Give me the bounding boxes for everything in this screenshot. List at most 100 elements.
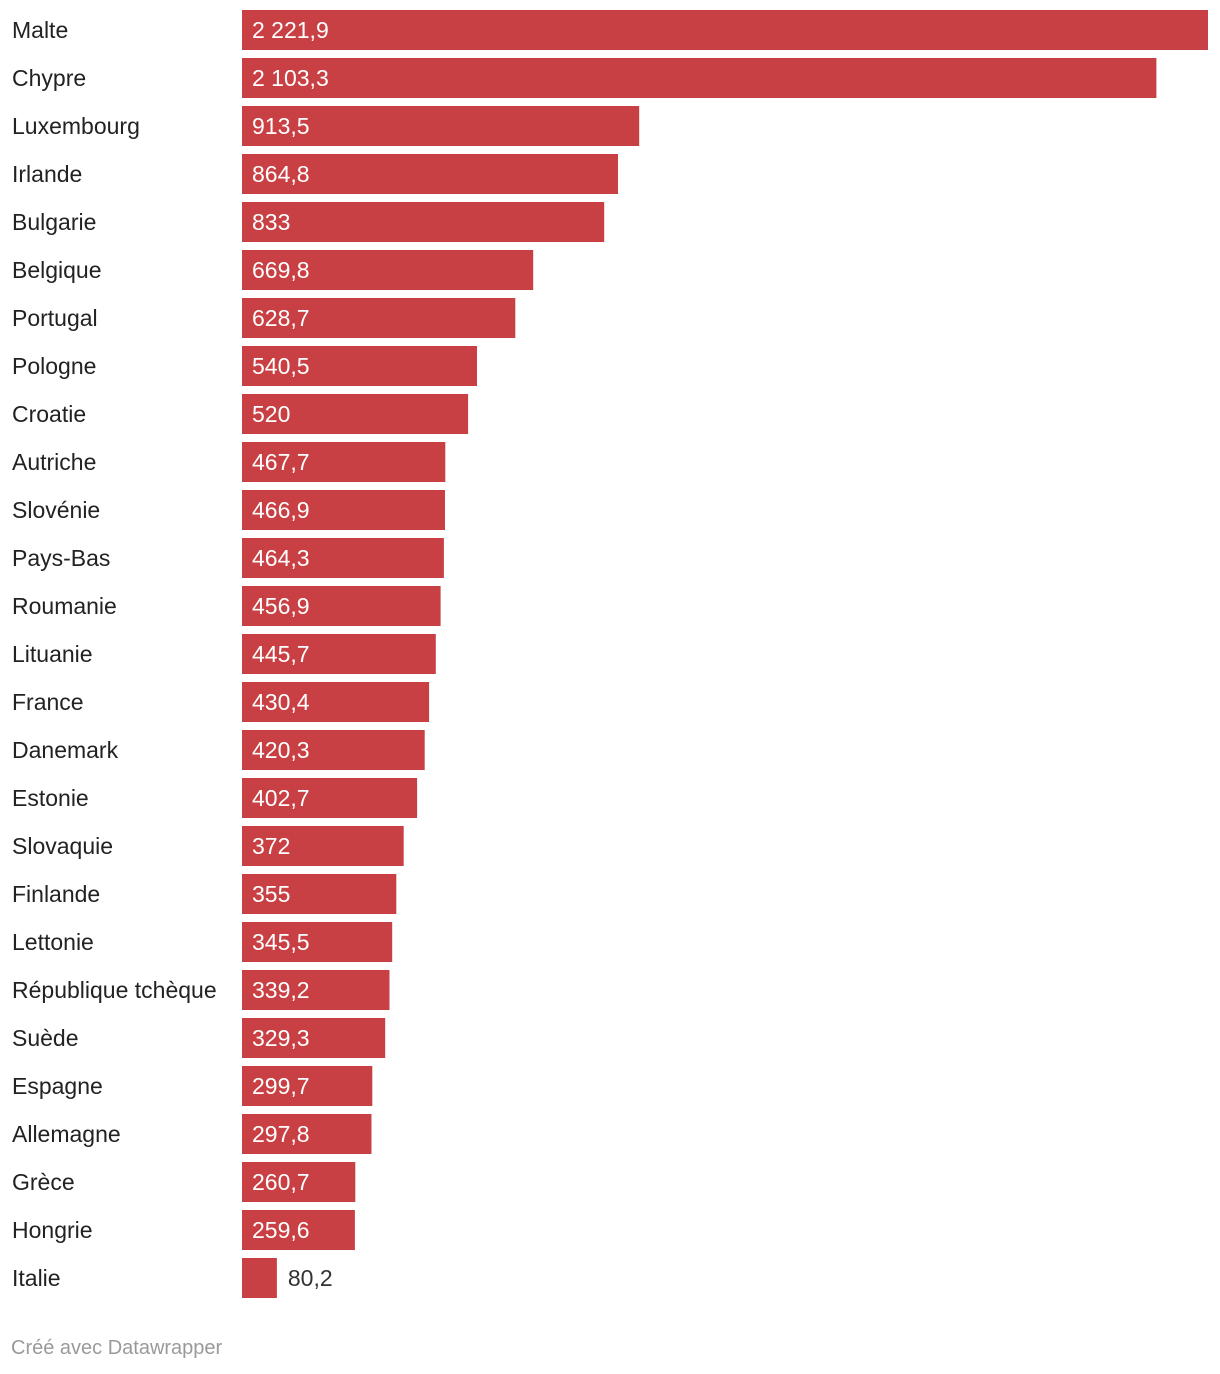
category-label: Slovénie [12, 497, 100, 523]
value-label: 259,6 [252, 1217, 310, 1243]
value-label: 2 221,9 [252, 17, 329, 43]
bar-row: Lettonie 345,5 [12, 922, 393, 962]
value-label: 80,2 [288, 1265, 333, 1291]
category-label: Malte [12, 17, 68, 43]
bar-row: Chypre 2 103,3 [12, 58, 1157, 98]
bar [242, 154, 618, 194]
bar-row: Grèce 260,7 [12, 1162, 356, 1202]
category-label: Portugal [12, 305, 98, 331]
bar [242, 730, 425, 770]
bar [242, 1114, 372, 1154]
category-label: Grèce [12, 1169, 75, 1195]
bar-row: Irlande 864,8 [12, 154, 618, 194]
bar [242, 202, 605, 242]
value-label: 520 [252, 401, 290, 427]
bar-row: Malte 2 221,9 [12, 10, 1208, 50]
value-label: 913,5 [252, 113, 310, 139]
bar-row: France 430,4 [12, 682, 430, 722]
bar-row: Hongrie 259,6 [12, 1210, 355, 1250]
category-label: Estonie [12, 785, 89, 811]
bar-chart: Malte 2 221,9 Chypre 2 103,3 Luxembourg 913,5… [12, 10, 1208, 1298]
value-label: 355 [252, 881, 290, 907]
bar-row: Belgique 669,8 [12, 250, 534, 290]
bar [242, 634, 436, 674]
bar [242, 490, 445, 530]
category-label: République tchèque [12, 977, 217, 1003]
category-label: Espagne [12, 1073, 103, 1099]
bar-row: Finlande 355 [12, 874, 397, 914]
category-label: Bulgarie [12, 209, 96, 235]
value-label: 669,8 [252, 257, 310, 283]
bar-row: Slovénie 466,9 [12, 490, 445, 530]
bar [242, 250, 534, 290]
value-label: 329,3 [252, 1025, 310, 1051]
bar [242, 346, 477, 386]
category-label: Autriche [12, 449, 96, 475]
bar [242, 682, 430, 722]
value-label: 299,7 [252, 1073, 310, 1099]
value-label: 456,9 [252, 593, 310, 619]
bar [242, 106, 640, 146]
bar-row: Estonie 402,7 [12, 778, 418, 818]
bar [242, 538, 444, 578]
bar [242, 826, 404, 866]
bar-row: Allemagne 297,8 [12, 1114, 372, 1154]
bar-row: Pologne 540,5 [12, 346, 477, 386]
category-label: France [12, 689, 84, 715]
value-label: 628,7 [252, 305, 310, 331]
value-label: 540,5 [252, 353, 310, 379]
value-label: 833 [252, 209, 290, 235]
value-label: 260,7 [252, 1169, 310, 1195]
category-label: Slovaquie [12, 833, 113, 859]
bar [242, 1018, 386, 1058]
bar-row: Suède 329,3 [12, 1018, 386, 1058]
category-label: Danemark [12, 737, 119, 763]
value-label: 339,2 [252, 977, 310, 1003]
bar [242, 442, 446, 482]
category-label: Pologne [12, 353, 96, 379]
value-label: 345,5 [252, 929, 310, 955]
category-label: Lituanie [12, 641, 93, 667]
category-label: Allemagne [12, 1121, 121, 1147]
bar [242, 586, 441, 626]
category-label: Irlande [12, 161, 82, 187]
category-label: Luxembourg [12, 113, 140, 139]
bar-row: République tchèque 339,2 [12, 970, 390, 1010]
bar [242, 10, 1208, 50]
bar-row: Autriche 467,7 [12, 442, 446, 482]
category-label: Roumanie [12, 593, 117, 619]
category-label: Belgique [12, 257, 102, 283]
value-label: 2 103,3 [252, 65, 329, 91]
bar-row: Luxembourg 913,5 [12, 106, 640, 146]
bar-row: Lituanie 445,7 [12, 634, 436, 674]
bar-row: Portugal 628,7 [12, 298, 516, 338]
bar [242, 298, 516, 338]
category-label: Hongrie [12, 1217, 93, 1243]
value-label: 445,7 [252, 641, 310, 667]
bar-row: Espagne 299,7 [12, 1066, 373, 1106]
bar [242, 922, 393, 962]
bar [242, 874, 397, 914]
category-label: Lettonie [12, 929, 94, 955]
bar-row: Danemark 420,3 [12, 730, 425, 770]
bar-row: Italie 80,2 [12, 1258, 333, 1298]
credit-footer: Créé avec Datawrapper [11, 1337, 223, 1359]
bar-row: Pays-Bas 464,3 [12, 538, 444, 578]
bar-row: Roumanie 456,9 [12, 586, 441, 626]
category-label: Suède [12, 1025, 79, 1051]
category-label: Finlande [12, 881, 100, 907]
bar [242, 1210, 355, 1250]
value-label: 297,8 [252, 1121, 310, 1147]
bar [242, 1162, 356, 1202]
bar-row: Slovaquie 372 [12, 826, 404, 866]
bar-row: Bulgarie 833 [12, 202, 605, 242]
category-label: Italie [12, 1265, 61, 1291]
value-label: 467,7 [252, 449, 310, 475]
bar [242, 778, 418, 818]
bar [242, 970, 390, 1010]
bar [242, 1066, 373, 1106]
bar [242, 1258, 277, 1298]
value-label: 420,3 [252, 737, 310, 763]
value-label: 464,3 [252, 545, 310, 571]
bar-row: Croatie 520 [12, 394, 469, 434]
